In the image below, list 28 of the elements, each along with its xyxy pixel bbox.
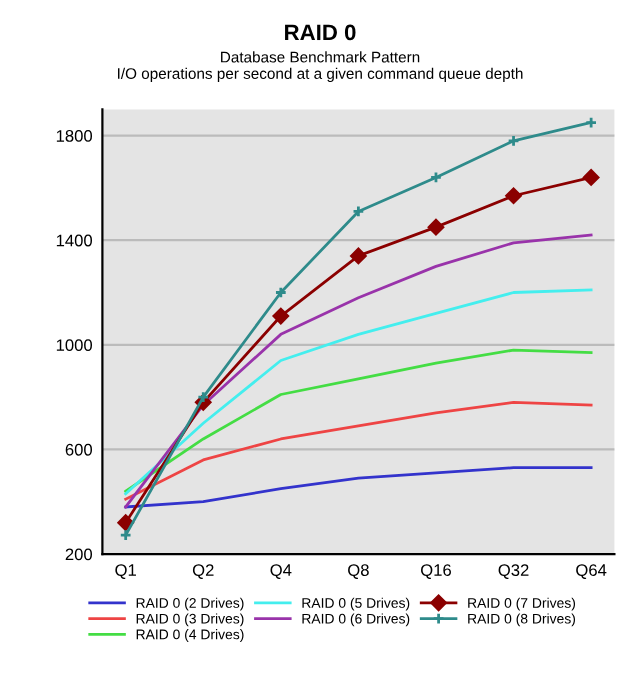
line-series bbox=[124, 348, 593, 493]
x-tick-label: Q64 bbox=[576, 564, 607, 579]
x-tick-label: Q32 bbox=[498, 564, 529, 579]
point bbox=[582, 169, 600, 186]
line-series bbox=[124, 466, 593, 509]
y-tick-label: 1000 bbox=[56, 339, 93, 352]
point bbox=[274, 286, 288, 299]
line-series bbox=[124, 288, 593, 496]
line-series bbox=[124, 233, 593, 509]
x-tick-label: Q1 bbox=[115, 564, 136, 579]
x-tick-label: Q4 bbox=[270, 564, 292, 579]
y-tick-label: 600 bbox=[65, 443, 93, 456]
y-tick-label: 1800 bbox=[56, 129, 93, 142]
x-tick-label: Q2 bbox=[192, 564, 214, 579]
point bbox=[272, 307, 290, 325]
line-series bbox=[124, 400, 593, 501]
chart-title: RAID 0 bbox=[285, 24, 356, 41]
point bbox=[429, 171, 443, 184]
point bbox=[350, 247, 367, 265]
point bbox=[507, 134, 520, 148]
y-tick-label: 200 bbox=[65, 548, 93, 561]
x-tick-label: Q16 bbox=[421, 564, 451, 579]
point bbox=[427, 218, 445, 236]
y-tick-label: 1400 bbox=[56, 234, 93, 247]
point bbox=[197, 390, 210, 404]
x-tick-label: Q8 bbox=[348, 564, 369, 579]
point bbox=[505, 187, 522, 205]
point bbox=[352, 205, 365, 218]
